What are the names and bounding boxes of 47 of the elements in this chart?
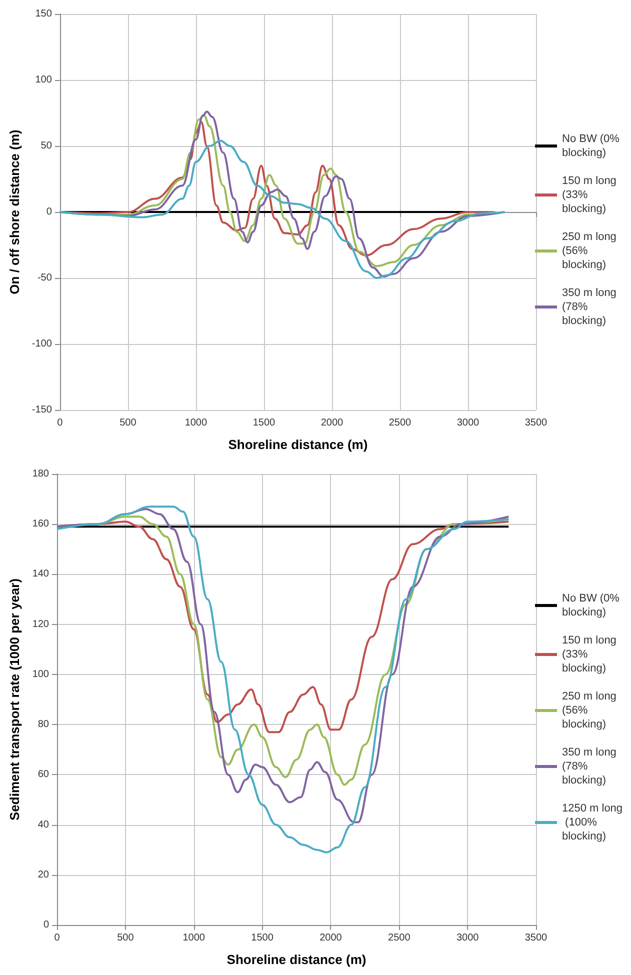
y-tick-label: 40 <box>38 819 50 830</box>
y-tick-label: 0 <box>46 206 52 218</box>
x-tick-label: 3500 <box>524 418 548 428</box>
x-tick-label: 2500 <box>388 418 412 428</box>
y-tick-label: 140 <box>32 568 50 580</box>
y-axis-title: On / off shore distance (m) <box>7 130 22 294</box>
y-axis-title: Sediment transport rate (1000 per year) <box>7 578 22 821</box>
legend-label: 1250 m long (100% blocking) <box>562 802 623 842</box>
y-tick-label: 50 <box>40 140 52 152</box>
x-tick-label: 500 <box>117 932 134 944</box>
x-tick-label: 2000 <box>320 932 342 944</box>
y-tick-label: 150 <box>35 8 52 20</box>
y-tick-label: 120 <box>32 618 50 630</box>
y-tick-label: -50 <box>37 272 52 284</box>
legend-label: 150 m long (33% blocking) <box>562 175 620 215</box>
x-tick-label: 1500 <box>252 418 276 428</box>
legend-label: 250 m long (56% blocking) <box>562 231 620 271</box>
legend-label: 350 m long (78% blocking) <box>562 287 620 327</box>
x-tick-label: 1500 <box>251 932 274 944</box>
y-tick-label: 0 <box>43 920 50 930</box>
x-tick-label: 1000 <box>184 418 208 428</box>
y-tick-label: 180 <box>32 468 50 480</box>
x-tick-label: 0 <box>54 932 60 944</box>
x-tick-label: 500 <box>120 418 137 428</box>
y-tick-label: -100 <box>32 338 52 350</box>
legend-label: 250 m long (56% blocking) <box>562 690 620 730</box>
y-tick-label: 100 <box>35 74 52 86</box>
x-tick-label: 3000 <box>456 932 480 944</box>
x-axis-title: Shoreline distance (m) <box>228 437 368 452</box>
x-tick-label: 1000 <box>182 932 206 944</box>
legend-label: No BW (0% blocking) <box>562 592 623 618</box>
legend-label: 150 m long (33% blocking) <box>562 634 620 674</box>
x-tick-label: 3000 <box>456 418 480 428</box>
y-tick-label: 60 <box>38 769 50 780</box>
x-tick-label: 3500 <box>524 932 548 944</box>
x-tick-label: 2500 <box>388 932 411 944</box>
x-axis-title: Shoreline distance (m) <box>226 952 366 967</box>
y-tick-label: -150 <box>32 404 52 416</box>
x-tick-label: 0 <box>57 418 64 428</box>
x-tick-label: 2000 <box>320 418 344 428</box>
y-tick-label: 100 <box>32 668 50 680</box>
legend-label: 350 m long (78% blocking) <box>562 746 620 786</box>
line-series <box>58 140 506 279</box>
legend-label: No BW (0% blocking) <box>562 133 623 159</box>
y-tick-label: 160 <box>32 518 50 530</box>
y-tick-label: 80 <box>38 719 50 730</box>
y-tick-label: 20 <box>38 869 50 880</box>
